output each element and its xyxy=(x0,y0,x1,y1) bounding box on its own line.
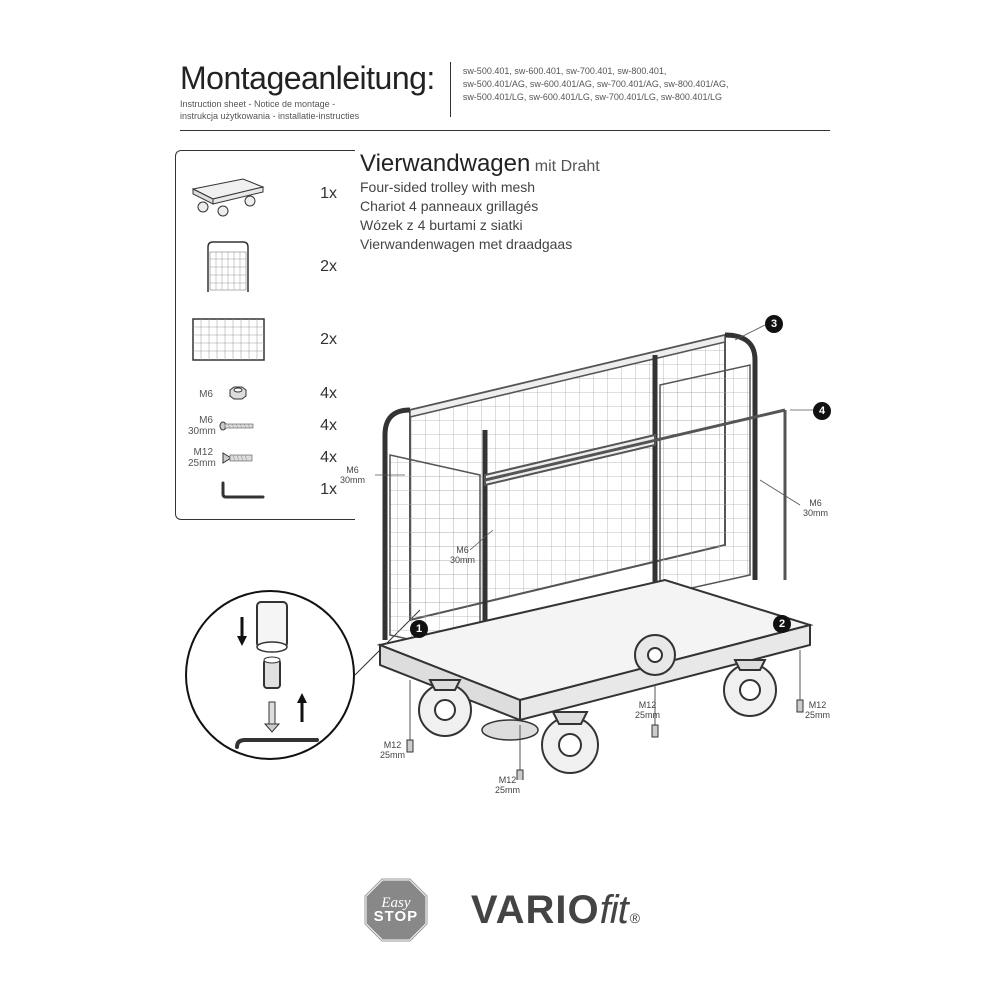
product-main-suffix: mit Draht xyxy=(530,158,599,175)
part-qty-panel: 2x xyxy=(320,331,345,349)
easystop-stop: STOP xyxy=(374,910,419,924)
variofit-logo: VARIOfit® xyxy=(471,888,639,933)
part-qty-screw1: 4x xyxy=(320,417,345,435)
header-rule xyxy=(180,130,830,131)
sku-line-2: sw-500.401/AG, sw-600.401/AG, sw-700.401… xyxy=(463,78,729,91)
part-row-panel: 2x xyxy=(188,307,345,372)
part-label-nut: M6 xyxy=(188,389,218,400)
part-label-screw2: M12 25mm xyxy=(188,447,218,469)
subtitle-1: Instruction sheet - Notice de montage - xyxy=(180,99,435,109)
header-divider xyxy=(450,62,451,117)
product-line-4: Vierwandenwagen met draadgaas xyxy=(360,235,600,254)
screw1-icon xyxy=(218,412,258,440)
easystop-logo: Easy STOP xyxy=(361,875,431,945)
variofit-fit: fit xyxy=(600,888,628,933)
screw2-icon xyxy=(218,444,258,472)
callout-m12-c: M12 25mm xyxy=(635,700,660,720)
part-label-screw1: M6 30mm xyxy=(188,415,218,437)
step-1-bullet: 1 xyxy=(410,620,428,638)
callout-m6-c: M6 30mm xyxy=(803,498,828,518)
main-diagram: 1 2 3 4 M6 30mm M6 30mm M6 30mm M12 25mm… xyxy=(355,280,835,780)
product-main-line: Vierwandwagen mit Draht xyxy=(360,150,600,178)
mesh-panel-icon xyxy=(188,307,268,372)
part-row-screw1: M6 30mm 4x xyxy=(188,412,345,440)
variofit-reg: ® xyxy=(630,910,639,926)
callout-m12-a: M12 25mm xyxy=(380,740,405,760)
product-line-1: Four-sided trolley with mesh xyxy=(360,178,600,197)
step-2-bullet: 2 xyxy=(773,615,791,633)
callout-m6-a: M6 30mm xyxy=(340,465,365,485)
product-main: Vierwandwagen xyxy=(360,150,530,177)
nut-icon xyxy=(218,380,258,408)
callout-m6-b: M6 30mm xyxy=(450,545,475,565)
part-row-side: 2x xyxy=(188,234,345,299)
subtitle-2: instrukcja użytkowania - installatie-ins… xyxy=(180,111,435,121)
part-qty-nut: 4x xyxy=(320,385,345,403)
part-row-hexkey: 1x xyxy=(188,476,345,504)
product-titles: Vierwandwagen mit Draht Four-sided troll… xyxy=(360,150,600,254)
footer: Easy STOP VARIOfit® xyxy=(0,875,1000,945)
easystop-text: Easy STOP xyxy=(374,896,419,924)
side-panel-icon xyxy=(188,234,268,299)
hexkey-icon xyxy=(218,476,268,504)
product-line-2: Chariot 4 panneaux grillagés xyxy=(360,197,600,216)
sku-line-1: sw-500.401, sw-600.401, sw-700.401, sw-8… xyxy=(463,65,729,78)
title-block: Montageanleitung: Instruction sheet - No… xyxy=(180,60,450,121)
callout-m12-b: M12 25mm xyxy=(495,775,520,795)
parts-panel: 1x 2x xyxy=(175,150,355,520)
header: Montageanleitung: Instruction sheet - No… xyxy=(180,60,950,121)
base-icon xyxy=(188,161,268,226)
step-3-bullet: 3 xyxy=(765,315,783,333)
detail-circle xyxy=(185,590,355,760)
part-qty-base: 1x xyxy=(320,185,345,203)
callout-m12-d: M12 25mm xyxy=(805,700,830,720)
part-row-screw2: M12 25mm 4x xyxy=(188,444,345,472)
main-title: Montageanleitung: xyxy=(180,60,435,97)
sku-line-3: sw-500.401/LG, sw-600.401/LG, sw-700.401… xyxy=(463,91,729,104)
sku-block: sw-500.401, sw-600.401, sw-700.401, sw-8… xyxy=(463,60,729,104)
step-4-bullet: 4 xyxy=(813,402,831,420)
part-row-base: 1x xyxy=(188,161,345,226)
part-row-nut: M6 4x xyxy=(188,380,345,408)
product-line-3: Wózek z 4 burtami z siatki xyxy=(360,216,600,235)
part-qty-side: 2x xyxy=(320,258,345,276)
variofit-vario: VARIO xyxy=(471,888,600,933)
